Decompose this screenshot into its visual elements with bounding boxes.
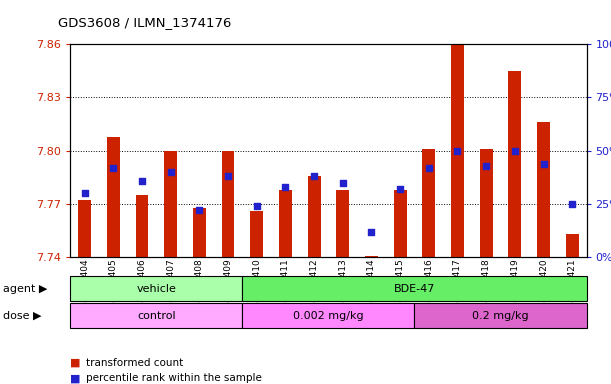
Text: control: control	[137, 311, 175, 321]
Point	[137, 177, 147, 184]
Text: BDE-47: BDE-47	[393, 284, 435, 294]
Text: transformed count: transformed count	[86, 358, 183, 368]
Point	[309, 173, 319, 179]
FancyBboxPatch shape	[70, 276, 243, 301]
Text: GDS3608 / ILMN_1374176: GDS3608 / ILMN_1374176	[58, 16, 232, 29]
Text: 0.2 mg/kg: 0.2 mg/kg	[472, 311, 529, 321]
Bar	[365, 255, 378, 257]
Bar	[193, 208, 206, 257]
Point	[568, 201, 577, 207]
Bar	[451, 44, 464, 257]
Bar	[222, 151, 235, 257]
Point	[424, 165, 434, 171]
Point	[338, 180, 348, 186]
Point	[453, 148, 463, 154]
Text: 0.002 mg/kg: 0.002 mg/kg	[293, 311, 364, 321]
Bar	[307, 175, 321, 257]
Text: vehicle: vehicle	[136, 284, 176, 294]
Point	[481, 162, 491, 169]
FancyBboxPatch shape	[70, 303, 243, 328]
Point	[108, 165, 118, 171]
Bar	[107, 137, 120, 257]
Bar	[251, 211, 263, 257]
Text: ■: ■	[70, 358, 81, 368]
Bar	[336, 190, 349, 257]
Point	[166, 169, 175, 175]
Bar	[78, 200, 91, 257]
Bar	[422, 149, 435, 257]
FancyBboxPatch shape	[243, 303, 414, 328]
Bar	[566, 234, 579, 257]
Text: dose ▶: dose ▶	[3, 311, 42, 321]
Point	[223, 173, 233, 179]
Point	[539, 161, 549, 167]
Point	[367, 228, 376, 235]
Bar	[164, 151, 177, 257]
Text: percentile rank within the sample: percentile rank within the sample	[86, 373, 262, 383]
Point	[79, 190, 89, 197]
Bar	[279, 190, 292, 257]
FancyBboxPatch shape	[243, 276, 587, 301]
Point	[252, 203, 262, 209]
Bar	[480, 149, 492, 257]
Text: ■: ■	[70, 373, 81, 383]
Bar	[537, 122, 550, 257]
Point	[194, 207, 204, 214]
Point	[280, 184, 290, 190]
Text: agent ▶: agent ▶	[3, 284, 48, 294]
FancyBboxPatch shape	[414, 303, 587, 328]
Point	[395, 186, 405, 192]
Bar	[508, 71, 521, 257]
Point	[510, 148, 520, 154]
Bar	[393, 190, 406, 257]
Bar	[136, 195, 148, 257]
